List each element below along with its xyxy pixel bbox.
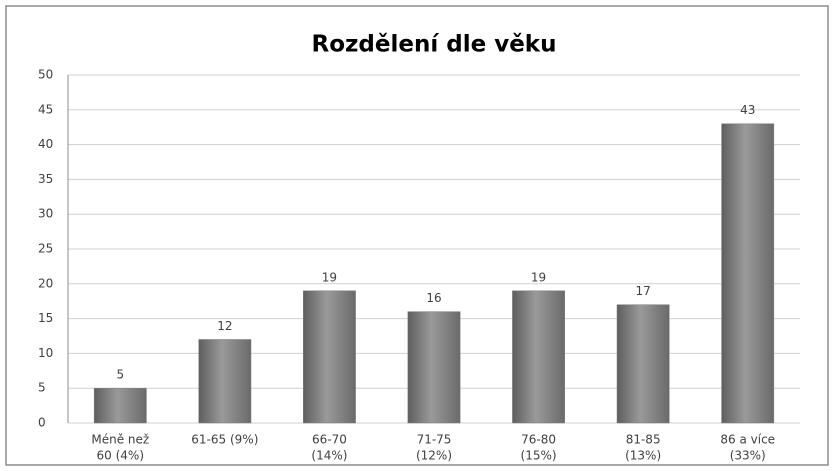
y-tick-label: 35 bbox=[38, 172, 53, 186]
x-tick-label: (33%) bbox=[730, 449, 766, 463]
value-label: 19 bbox=[322, 270, 337, 284]
value-label: 5 bbox=[116, 368, 124, 382]
bar bbox=[721, 123, 775, 424]
y-tick-label: 20 bbox=[38, 276, 53, 290]
y-tick-label: 30 bbox=[38, 207, 53, 221]
y-tick-label: 45 bbox=[38, 102, 53, 116]
x-tick-label: (12%) bbox=[416, 449, 452, 463]
bar bbox=[303, 290, 356, 424]
x-tick-label: (13%) bbox=[625, 449, 661, 463]
x-tick-label: 71-75 bbox=[417, 433, 452, 447]
value-label: 16 bbox=[426, 291, 441, 305]
x-tick-label: (15%) bbox=[521, 449, 557, 463]
x-tick-label: 76-80 bbox=[521, 433, 556, 447]
y-tick-label: 25 bbox=[38, 242, 53, 256]
bar bbox=[198, 339, 252, 424]
x-tick-label: 66-70 bbox=[312, 433, 347, 447]
y-tick-label: 10 bbox=[38, 346, 53, 360]
x-tick-label: 61-65 (9%) bbox=[191, 433, 258, 447]
y-tick-label: 0 bbox=[38, 416, 46, 430]
bar bbox=[616, 304, 670, 424]
y-tick-label: 50 bbox=[38, 68, 53, 82]
value-label: 12 bbox=[217, 319, 232, 333]
x-tick-label: 60 (4%) bbox=[97, 449, 144, 463]
y-tick-label: 15 bbox=[38, 311, 53, 325]
value-label: 43 bbox=[740, 103, 755, 117]
x-tick-label: Méně než bbox=[91, 433, 149, 447]
y-tick-label: 5 bbox=[38, 381, 46, 395]
value-label: 17 bbox=[636, 284, 651, 298]
bar bbox=[512, 290, 565, 424]
x-tick-label: 81-85 bbox=[626, 433, 661, 447]
x-tick-label: (14%) bbox=[311, 449, 347, 463]
x-tick-label: 86 a více bbox=[720, 433, 775, 447]
chart-title: Rozdělení dle věku bbox=[312, 32, 557, 58]
bar bbox=[93, 387, 147, 424]
bar bbox=[407, 311, 461, 424]
value-label: 19 bbox=[531, 270, 546, 284]
y-tick-label: 40 bbox=[38, 137, 53, 151]
